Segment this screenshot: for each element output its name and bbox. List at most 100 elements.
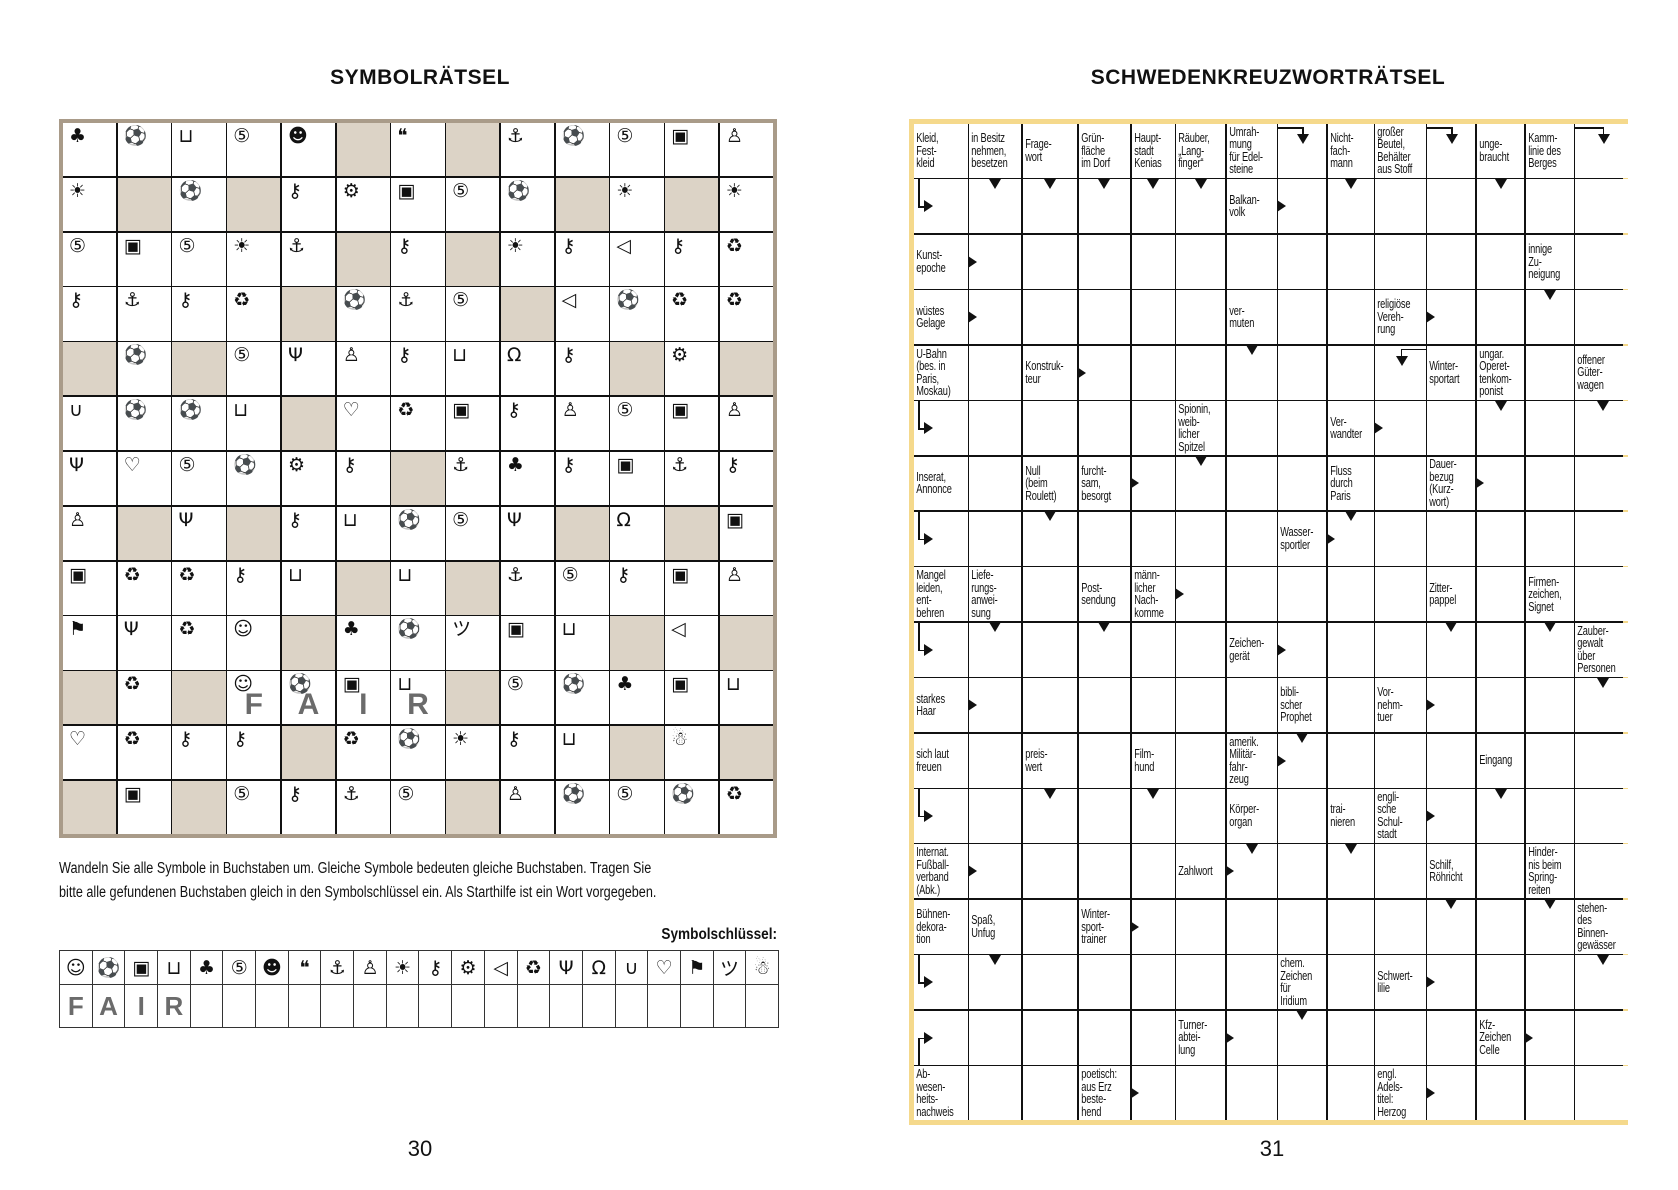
answer-cell[interactable]: [969, 401, 1022, 455]
symbol-cell[interactable]: ⊔: [227, 397, 281, 451]
answer-cell[interactable]: [1278, 899, 1327, 954]
answer-cell[interactable]: [1476, 456, 1525, 511]
answer-cell[interactable]: [1525, 179, 1574, 234]
answer-cell[interactable]: [1375, 456, 1426, 511]
answer-cell[interactable]: [1278, 179, 1327, 234]
answer-cell[interactable]: [1427, 1010, 1476, 1065]
symbol-cell[interactable]: ⑤: [227, 123, 281, 177]
symbol-cell[interactable]: ⚷: [555, 232, 609, 286]
symbol-cell[interactable]: ⚷: [665, 232, 719, 286]
key-letter-cell[interactable]: [680, 985, 713, 1027]
symbol-cell[interactable]: ⚷: [172, 287, 226, 341]
answer-cell[interactable]: [1022, 234, 1078, 289]
symbol-cell[interactable]: ⊔ R: [391, 671, 445, 725]
answer-cell[interactable]: [1476, 567, 1525, 622]
key-letter-cell[interactable]: R: [158, 985, 190, 1027]
answer-cell[interactable]: [1078, 234, 1131, 289]
answer-cell[interactable]: [1525, 733, 1574, 788]
key-letter-cell[interactable]: [190, 985, 223, 1027]
symbol-cell[interactable]: ⚷: [63, 287, 117, 341]
answer-cell[interactable]: [914, 511, 968, 566]
answer-cell[interactable]: [1427, 290, 1476, 345]
answer-cell[interactable]: [1476, 678, 1525, 733]
symbol-cell[interactable]: ♙: [719, 561, 773, 615]
answer-cell[interactable]: [969, 844, 1022, 899]
symbol-cell[interactable]: ⊔: [555, 616, 609, 670]
symbol-cell[interactable]: ⚷: [500, 725, 555, 780]
symbol-cell[interactable]: ⚓: [281, 232, 336, 286]
symbol-cell[interactable]: ⚓: [117, 287, 171, 341]
symbol-cell[interactable]: ⚓: [665, 451, 719, 506]
answer-cell[interactable]: [1078, 789, 1131, 843]
answer-cell[interactable]: [1176, 733, 1226, 788]
key-letter-cell[interactable]: [615, 985, 648, 1027]
answer-cell[interactable]: [1476, 622, 1525, 677]
key-letter-cell[interactable]: [223, 985, 256, 1027]
symbol-cell[interactable]: ⚷: [227, 561, 281, 615]
symbol-cell[interactable]: ☺: [227, 616, 281, 670]
symbol-cell[interactable]: ▣: [665, 397, 719, 451]
symbol-cell[interactable]: ⚽: [610, 287, 664, 341]
symbol-cell[interactable]: ♻: [117, 671, 171, 725]
answer-cell[interactable]: [1078, 290, 1131, 345]
symbol-cell[interactable]: ♻: [719, 232, 773, 286]
symbol-cell[interactable]: ▣: [610, 451, 664, 506]
symbol-cell[interactable]: ♻: [665, 287, 719, 341]
symbol-cell[interactable]: ♣: [63, 123, 117, 177]
symbol-cell[interactable]: ⚷: [281, 506, 336, 560]
symbol-cell[interactable]: ⚙: [336, 177, 390, 232]
answer-cell[interactable]: [1476, 1066, 1525, 1120]
symbol-cell[interactable]: ⑤: [63, 232, 117, 286]
symbol-cell[interactable]: ▣: [665, 561, 719, 615]
symbol-cell[interactable]: ⊔: [446, 342, 500, 396]
answer-cell[interactable]: [1278, 401, 1327, 455]
answer-cell[interactable]: [1078, 955, 1131, 1010]
answer-cell[interactable]: [1575, 179, 1631, 234]
symbol-cell[interactable]: ⚷: [555, 451, 609, 506]
answer-cell[interactable]: [1278, 567, 1327, 622]
answer-cell[interactable]: [1226, 567, 1277, 622]
symbol-cell[interactable]: ▣: [665, 123, 719, 177]
symbol-cell[interactable]: ⚷: [227, 725, 281, 780]
symbol-cell[interactable]: ❝: [391, 123, 445, 177]
answer-cell[interactable]: [1078, 1010, 1131, 1065]
symbol-cell[interactable]: ♡: [336, 397, 390, 451]
answer-cell[interactable]: [1327, 290, 1374, 345]
answer-cell[interactable]: [1226, 678, 1277, 733]
answer-cell[interactable]: [1078, 345, 1131, 400]
symbol-cell[interactable]: ▣: [665, 671, 719, 725]
answer-cell[interactable]: [1131, 290, 1175, 345]
answer-cell[interactable]: [969, 1010, 1022, 1065]
symbol-cell[interactable]: ▣: [63, 561, 117, 615]
answer-cell[interactable]: [1226, 511, 1277, 566]
symbol-cell[interactable]: ⚽: [555, 671, 609, 725]
answer-cell[interactable]: [969, 733, 1022, 788]
answer-cell[interactable]: [914, 401, 968, 455]
symbol-cell[interactable]: ☺ F: [227, 671, 281, 725]
symbol-cell[interactable]: ♙: [555, 397, 609, 451]
symbol-cell[interactable]: ⑤: [610, 780, 664, 834]
answer-cell[interactable]: [1575, 1066, 1631, 1120]
answer-cell[interactable]: [1375, 567, 1426, 622]
answer-cell[interactable]: [1131, 622, 1175, 677]
symbol-cell[interactable]: ⚽: [117, 123, 171, 177]
symbol-cell[interactable]: ⑤: [610, 397, 664, 451]
answer-cell[interactable]: [1078, 733, 1131, 788]
symbol-cell[interactable]: ⑤: [172, 451, 226, 506]
symbol-cell[interactable]: ⚓: [446, 451, 500, 506]
key-letter-cell[interactable]: A: [92, 985, 125, 1027]
symbol-cell[interactable]: ▣: [500, 616, 555, 670]
answer-cell[interactable]: [1022, 290, 1078, 345]
answer-cell[interactable]: [1022, 844, 1078, 899]
symbol-cell[interactable]: ⚽: [391, 725, 445, 780]
answer-cell[interactable]: [1525, 789, 1574, 843]
answer-cell[interactable]: [1575, 844, 1631, 899]
symbol-cell[interactable]: ⚷: [500, 397, 555, 451]
symbol-cell[interactable]: ⊔: [172, 123, 226, 177]
answer-cell[interactable]: [1375, 345, 1426, 400]
symbol-cell[interactable]: ツ: [446, 616, 500, 670]
answer-cell[interactable]: [1176, 345, 1226, 400]
answer-cell[interactable]: [1327, 899, 1374, 954]
answer-cell[interactable]: [1575, 1010, 1631, 1065]
symbol-cell[interactable]: ⑤: [446, 287, 500, 341]
